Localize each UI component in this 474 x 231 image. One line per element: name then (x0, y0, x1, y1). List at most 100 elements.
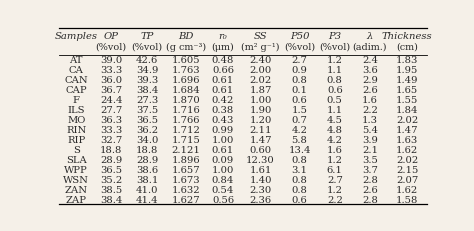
Text: (g cm⁻³): (g cm⁻³) (166, 43, 206, 52)
Text: 0.48: 0.48 (212, 56, 234, 65)
Text: 28.9: 28.9 (136, 156, 158, 165)
Text: 0.61: 0.61 (212, 146, 234, 155)
Text: 2.2: 2.2 (362, 106, 378, 115)
Text: 0.8: 0.8 (292, 76, 308, 85)
Text: Thickness: Thickness (382, 32, 432, 41)
Text: 0.8: 0.8 (292, 156, 308, 165)
Text: 4.2: 4.2 (292, 126, 308, 135)
Text: 4.2: 4.2 (327, 136, 343, 145)
Text: 1.62: 1.62 (396, 186, 418, 195)
Text: 1.2: 1.2 (327, 56, 343, 65)
Text: ZAP: ZAP (66, 196, 87, 205)
Text: 1.62: 1.62 (396, 146, 418, 155)
Text: 2.02: 2.02 (249, 76, 272, 85)
Text: 1.5: 1.5 (292, 106, 308, 115)
Text: 1.49: 1.49 (396, 76, 418, 85)
Text: 1.1: 1.1 (327, 106, 343, 115)
Text: 0.7: 0.7 (292, 116, 308, 125)
Text: 4.5: 4.5 (327, 116, 343, 125)
Text: 0.54: 0.54 (212, 186, 234, 195)
Text: 1.6: 1.6 (362, 96, 378, 105)
Text: 39.0: 39.0 (100, 56, 122, 65)
Text: 1.47: 1.47 (249, 136, 272, 145)
Text: 42.6: 42.6 (136, 56, 158, 65)
Text: 1.715: 1.715 (172, 136, 201, 145)
Text: 38.4: 38.4 (136, 86, 158, 95)
Text: 3.5: 3.5 (362, 156, 378, 165)
Text: 1.00: 1.00 (249, 96, 272, 105)
Text: 1.684: 1.684 (172, 86, 201, 95)
Text: 2.02: 2.02 (396, 156, 418, 165)
Text: 1.673: 1.673 (172, 176, 201, 185)
Text: 1.65: 1.65 (396, 86, 418, 95)
Text: 38.6: 38.6 (136, 166, 158, 175)
Text: (%vol): (%vol) (319, 43, 350, 52)
Text: 1.84: 1.84 (396, 106, 418, 115)
Text: 1.61: 1.61 (249, 166, 272, 175)
Text: 13.4: 13.4 (288, 146, 311, 155)
Text: 1.3: 1.3 (362, 116, 378, 125)
Text: 2.00: 2.00 (249, 66, 272, 75)
Text: 18.8: 18.8 (100, 146, 122, 155)
Text: 0.60: 0.60 (249, 146, 272, 155)
Text: 0.8: 0.8 (292, 186, 308, 195)
Text: 1.605: 1.605 (172, 56, 201, 65)
Text: 0.66: 0.66 (212, 66, 234, 75)
Text: 1.632: 1.632 (172, 186, 201, 195)
Text: 0.99: 0.99 (212, 126, 234, 135)
Text: TP: TP (140, 32, 154, 41)
Text: 4.8: 4.8 (327, 126, 343, 135)
Text: 36.0: 36.0 (100, 76, 122, 85)
Text: (%vol): (%vol) (284, 43, 315, 52)
Text: 1.716: 1.716 (172, 106, 201, 115)
Text: WSN: WSN (64, 176, 89, 185)
Text: 0.38: 0.38 (212, 106, 234, 115)
Text: 1.1: 1.1 (327, 66, 343, 75)
Text: Samples: Samples (55, 32, 98, 41)
Text: (%vol): (%vol) (131, 43, 163, 52)
Text: 28.9: 28.9 (100, 156, 122, 165)
Text: 0.56: 0.56 (212, 196, 234, 205)
Text: 24.4: 24.4 (100, 96, 122, 105)
Text: 2.8: 2.8 (362, 196, 378, 205)
Text: (%vol): (%vol) (96, 43, 127, 52)
Text: 1.6: 1.6 (327, 146, 343, 155)
Text: 1.896: 1.896 (172, 156, 201, 165)
Text: MO: MO (67, 116, 85, 125)
Text: 27.3: 27.3 (136, 96, 158, 105)
Text: 34.0: 34.0 (136, 136, 158, 145)
Text: 39.3: 39.3 (136, 76, 158, 85)
Text: RIP: RIP (67, 136, 85, 145)
Text: 0.84: 0.84 (212, 176, 234, 185)
Text: 0.61: 0.61 (212, 86, 234, 95)
Text: 36.2: 36.2 (136, 126, 158, 135)
Text: 1.63: 1.63 (396, 136, 418, 145)
Text: 2.4: 2.4 (362, 56, 378, 65)
Text: 0.5: 0.5 (327, 96, 343, 105)
Text: 0.43: 0.43 (212, 116, 234, 125)
Text: 2.40: 2.40 (249, 56, 272, 65)
Text: 2.9: 2.9 (362, 76, 378, 85)
Text: λ: λ (367, 32, 373, 41)
Text: 3.1: 3.1 (292, 166, 308, 175)
Text: 2.07: 2.07 (396, 176, 418, 185)
Text: r₀: r₀ (219, 32, 228, 41)
Text: 36.7: 36.7 (100, 86, 122, 95)
Text: 2.7: 2.7 (327, 176, 343, 185)
Text: P50: P50 (290, 32, 310, 41)
Text: 37.5: 37.5 (136, 106, 158, 115)
Text: 0.61: 0.61 (212, 76, 234, 85)
Text: 2.36: 2.36 (249, 196, 272, 205)
Text: 32.7: 32.7 (100, 136, 122, 145)
Text: 1.2: 1.2 (327, 156, 343, 165)
Text: 33.3: 33.3 (100, 126, 122, 135)
Text: P3: P3 (328, 32, 341, 41)
Text: 0.9: 0.9 (292, 66, 308, 75)
Text: SS: SS (254, 32, 267, 41)
Text: 1.712: 1.712 (172, 126, 201, 135)
Text: OP: OP (104, 32, 118, 41)
Text: 0.6: 0.6 (292, 96, 308, 105)
Text: 3.7: 3.7 (362, 166, 378, 175)
Text: 1.83: 1.83 (396, 56, 418, 65)
Text: 1.20: 1.20 (249, 116, 272, 125)
